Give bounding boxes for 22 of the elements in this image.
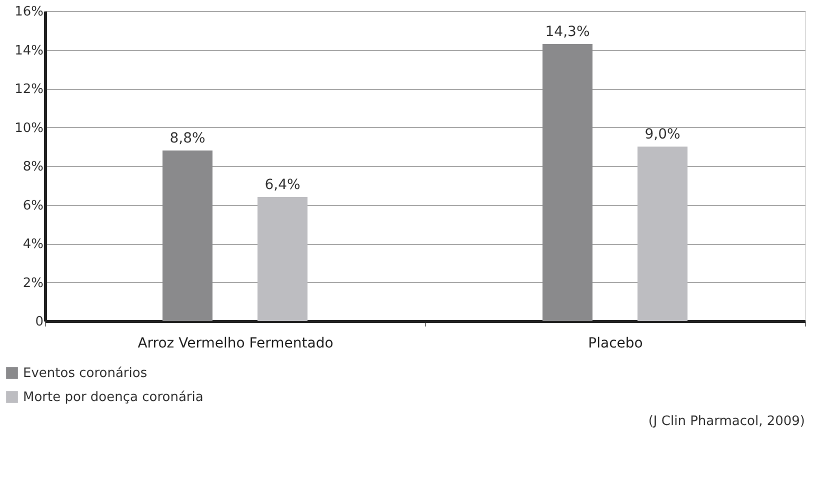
y-tick-label: 12% [14,82,44,97]
y-tick-label: 10% [14,120,44,136]
legend-label: Morte por doença coronária [23,390,204,405]
bar [162,150,212,321]
data-label: 6,4% [264,177,300,193]
x-tick-label: Placebo [588,336,643,352]
text: (J Clin Pharmacol, 2009) [648,414,805,429]
data-label: 9,0% [644,126,680,143]
y-tick-label: 8% [22,160,44,174]
data-label: 14,3% [545,24,590,40]
legend-label: Eventos coronários [23,366,148,381]
y-tick-label: 0 [35,314,44,330]
data-label: 8,8% [170,130,206,146]
y-tick-label: 16% [14,4,44,20]
y-tick-label: 14% [14,43,44,58]
y-tick-label: 6% [22,198,44,214]
y-tick-label: 2% [22,276,44,291]
x-tick-label: Arroz Vermelho Fermentado [138,336,334,352]
y-tick-label: 4% [22,237,44,252]
bar [258,197,308,321]
bar [542,44,592,321]
bar [638,146,688,321]
